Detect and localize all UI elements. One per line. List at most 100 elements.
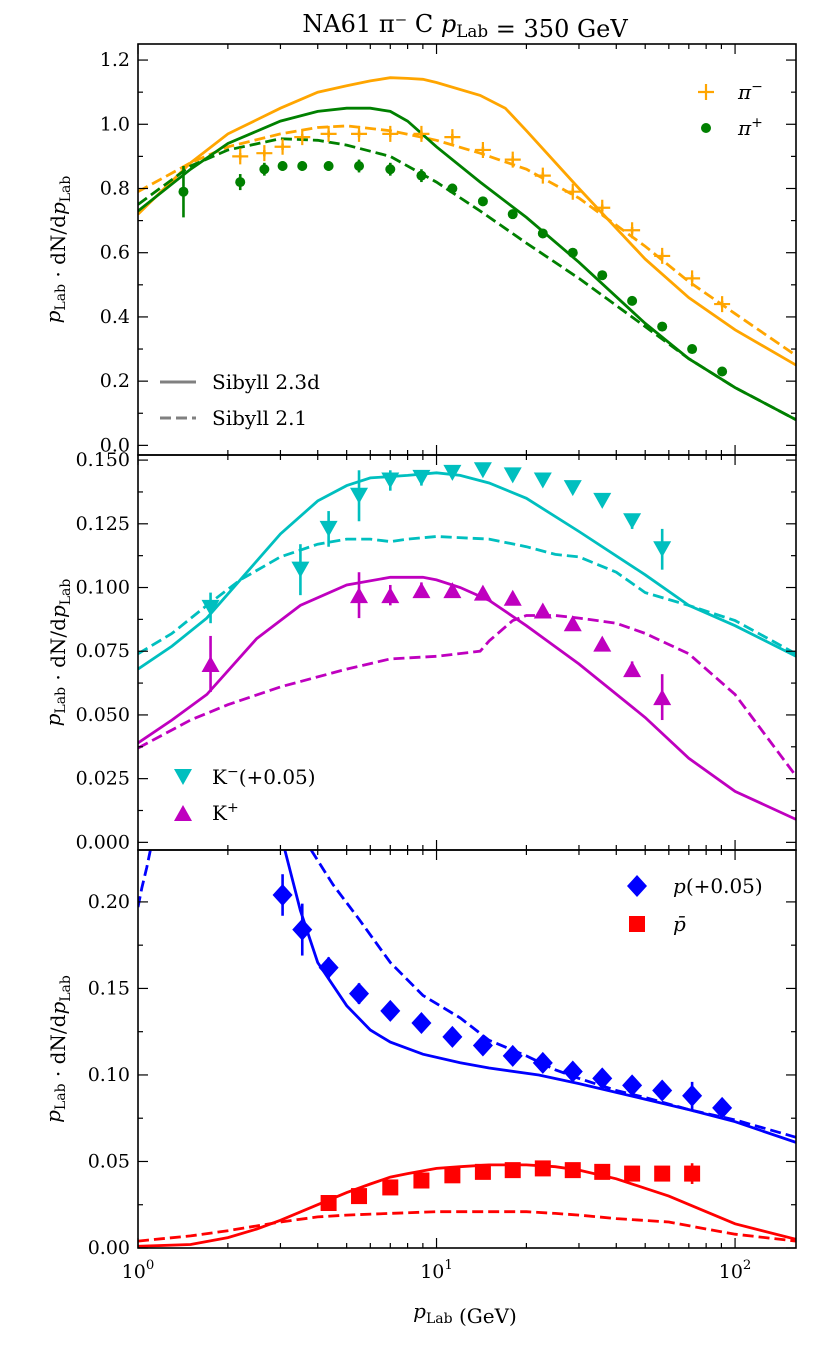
proton-point: [592, 1067, 613, 1090]
k-minus-point: [319, 520, 338, 537]
k-minus-point: [291, 561, 310, 578]
pi-minus-point: [232, 148, 249, 165]
k-plus-point: [473, 584, 492, 601]
pi-minus-point: [382, 125, 399, 142]
proton-point: [442, 1025, 463, 1048]
y-axis-label: pLab · dN/dpLab: [41, 975, 74, 1123]
y-tick-label: 1.2: [100, 49, 130, 71]
y-tick-label: 0.125: [76, 513, 130, 535]
pi-plus-point: [567, 247, 578, 258]
pi-minus-point: [504, 151, 521, 168]
curve-k-minus-sibyll-2.1: [138, 535, 796, 656]
y-tick-label: 0.000: [76, 831, 130, 853]
pi-plus-point: [297, 161, 308, 172]
anti-proton-point: [474, 1163, 491, 1180]
pi-plus-point: [597, 270, 608, 281]
k-minus-point: [350, 487, 369, 504]
pi-minus-point: [594, 199, 611, 216]
curve-k-minus-sibyll-2.3d: [138, 471, 796, 671]
pi-plus-point: [259, 164, 270, 175]
legend-label: π+: [737, 115, 763, 140]
anti-proton-point: [504, 1162, 521, 1179]
legend-marker: [698, 84, 714, 100]
legend-marker: [627, 875, 647, 897]
proton-point: [652, 1079, 673, 1102]
curve-pi-plus-sibyll-2.1: [138, 137, 796, 421]
k-minus-point: [473, 462, 492, 479]
legend-marker: [701, 123, 711, 133]
y-tick-label: 0.2: [100, 370, 130, 392]
proton-point: [349, 982, 370, 1005]
pi-minus-point: [534, 167, 551, 184]
legend-label: K+: [212, 800, 239, 825]
y-tick-label: 0.050: [76, 704, 130, 726]
y-tick-label: 0.4: [100, 306, 130, 328]
pi-plus-point: [657, 321, 668, 332]
pi-minus-point: [714, 296, 731, 313]
y-tick-label: 0.15: [88, 977, 130, 999]
chart-title: NA61 π⁻ C pLab = 350 GeV: [302, 10, 628, 43]
pi-plus-point: [507, 209, 518, 220]
k-plus-point: [201, 655, 220, 672]
proton-point: [411, 1012, 432, 1035]
legend-marker: [629, 916, 645, 932]
anti-proton-point: [413, 1172, 430, 1189]
pi-plus-point: [277, 161, 288, 172]
pi-minus-point: [684, 270, 701, 287]
panel-protons: 0.00 0.05 0.10 0.15 0.20 pLab · dN/dpLab p(+0.…: [41, 849, 797, 1283]
pi-plus-point: [416, 170, 427, 181]
proton-point: [562, 1060, 583, 1083]
legend-label: p(+0.05): [673, 874, 763, 898]
anti-proton-point: [351, 1188, 368, 1205]
legend-marker: [174, 769, 192, 785]
pi-minus-point: [654, 247, 671, 264]
legend-label: K−(+0.05): [212, 764, 316, 789]
proton-point: [502, 1044, 523, 1067]
k-minus-point: [503, 467, 522, 484]
y-tick-label: 0.20: [88, 891, 130, 913]
curve-anti-proton-sibyll-2.3d: [138, 1163, 796, 1248]
proton-point: [532, 1051, 553, 1074]
curve-proton-sibyll-2.1: [309, 850, 796, 1139]
y-tick-label: 0.10: [88, 1064, 130, 1086]
k-minus-point: [201, 599, 220, 616]
pi-plus-point: [537, 228, 548, 239]
y-tick-label: 0.025: [76, 768, 130, 790]
proton-point: [380, 999, 401, 1022]
proton-point: [682, 1084, 703, 1107]
curve-pi-plus-sibyll-2.3d: [138, 106, 796, 421]
legend-marker: [174, 805, 192, 821]
x-tick-label: 100: [122, 1258, 155, 1283]
pi-minus-point: [320, 125, 337, 142]
k-minus-point: [443, 464, 462, 481]
anti-proton-point: [382, 1179, 399, 1196]
model-legend-label: Sibyll 2.3d: [212, 370, 320, 394]
anti-proton-point: [654, 1165, 671, 1182]
proton-point: [472, 1034, 493, 1057]
pi-minus-point: [274, 138, 291, 155]
anti-proton-point: [684, 1165, 701, 1182]
pi-minus-point: [351, 125, 368, 142]
y-tick-label: 0.6: [100, 242, 130, 264]
curve-anti-proton-sibyll-2.1: [138, 1210, 796, 1243]
pi-minus-point: [294, 129, 311, 146]
k-minus-point: [381, 472, 400, 489]
pi-minus-point: [624, 222, 641, 239]
anti-proton-point: [534, 1160, 551, 1177]
anti-proton-point: [320, 1195, 337, 1212]
proton-point: [318, 956, 339, 979]
series-pi-plus: [178, 159, 728, 377]
pi-plus-point: [235, 177, 246, 188]
panel-kaons: 0.000 0.025 0.050 0.075 0.100 0.125 0.150 pLab …: [41, 449, 797, 853]
proton-point: [292, 918, 313, 941]
pi-plus-point: [717, 366, 728, 377]
curve-pi-minus-sibyll-2.1: [138, 124, 796, 357]
pi-plus-point: [178, 186, 189, 197]
legend-label: π−: [737, 79, 763, 104]
panels: 0.0 0.2 0.4 0.6 0.8 1.0 1.2 pLab · dN/dpLab π− π+…: [41, 43, 797, 1283]
curve-k-plus-sibyll-2.3d: [138, 575, 796, 821]
k-plus-point: [593, 635, 612, 652]
anti-proton-point: [624, 1165, 641, 1182]
y-tick-label: 0.05: [88, 1150, 130, 1172]
axes-frame: [137, 849, 797, 1249]
